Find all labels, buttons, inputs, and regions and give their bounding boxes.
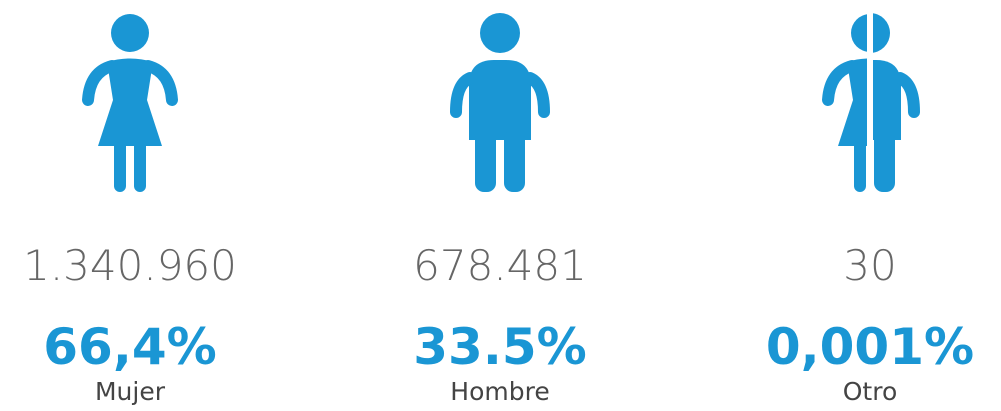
label: Hombre — [450, 377, 549, 406]
label: Otro — [843, 377, 898, 406]
count: 30 — [843, 241, 896, 290]
percent: 0,001% — [766, 318, 974, 376]
woman-icon — [88, 14, 172, 192]
other-icon — [826, 13, 914, 192]
label: Mujer — [95, 377, 166, 406]
count: 678.481 — [413, 241, 587, 290]
percent: 66,4% — [43, 318, 216, 376]
count: 1.340.960 — [23, 241, 237, 290]
man-icon — [456, 13, 544, 192]
percent: 33.5% — [413, 318, 586, 376]
